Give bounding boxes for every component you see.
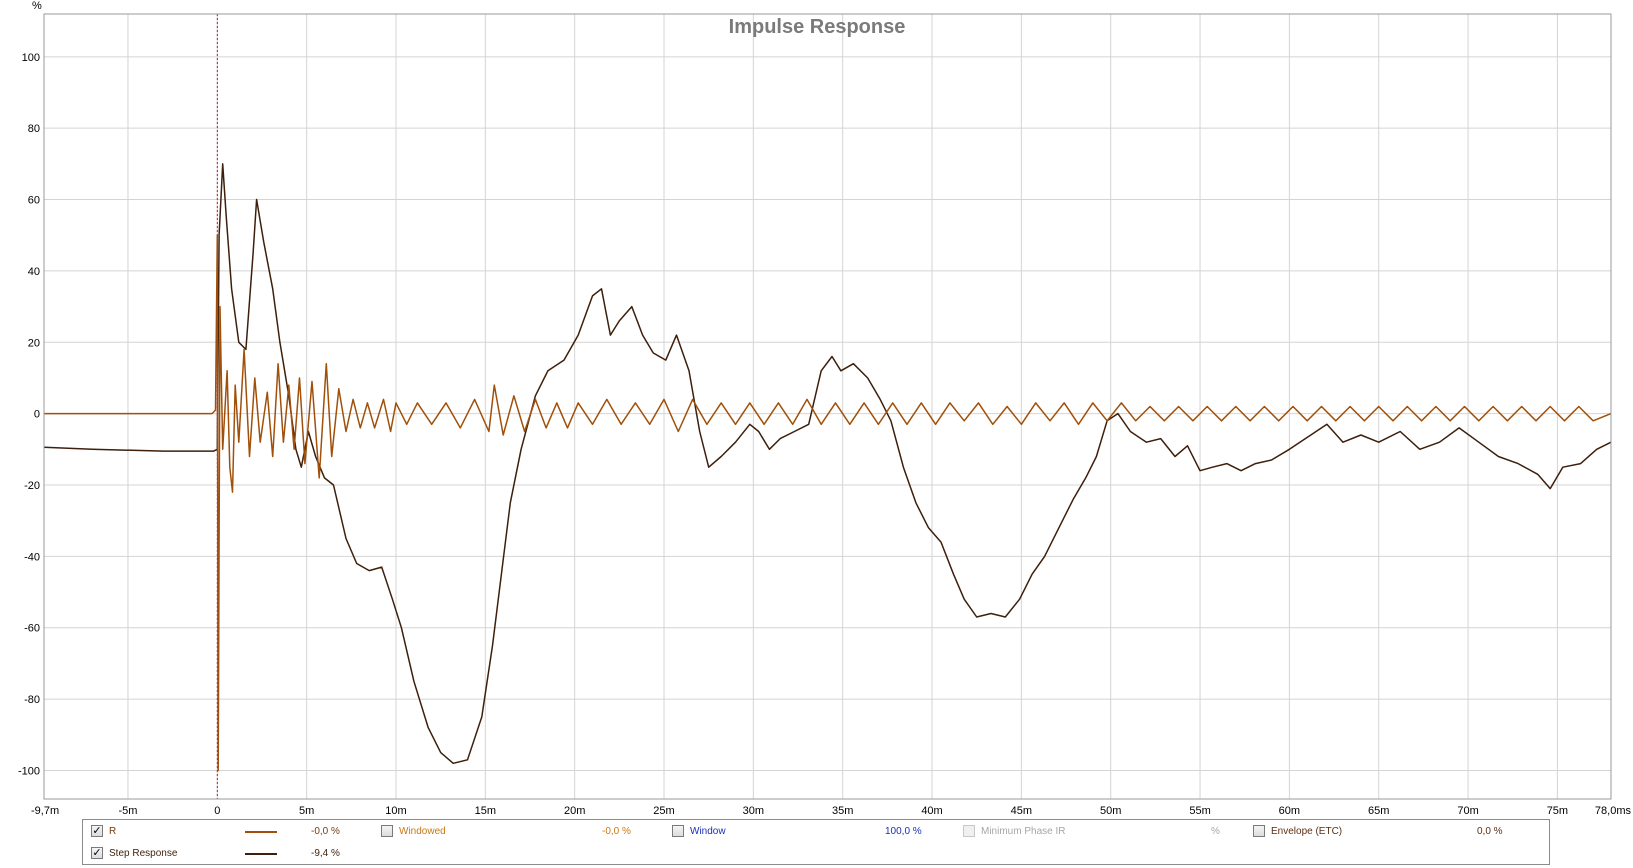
- windowed-value: -0,0 %: [602, 826, 631, 837]
- step-response-series-line: [43, 163, 1612, 765]
- min-phase-label: Minimum Phase IR: [981, 826, 1066, 837]
- y-tick-label: -60: [24, 623, 40, 635]
- envelope-value: 0,0 %: [1477, 826, 1503, 837]
- legend-panel: ✓ R -0,0 % Windowed -0,0 % Window 100,0 …: [82, 819, 1550, 865]
- step-response-value: -9,4 %: [311, 848, 340, 859]
- y-tick-label: 20: [28, 337, 40, 349]
- step-response-checkbox[interactable]: ✓: [91, 847, 103, 859]
- x-tick-labels: -9,7m -5m 0 5m 10m 15m 20m 25m 30m 35m 40m 45m 50m 55…: [31, 805, 1631, 817]
- x-tick-label: 75m: [1547, 805, 1568, 817]
- r-checkbox[interactable]: ✓: [91, 825, 103, 837]
- x-tick-label: 65m: [1368, 805, 1389, 817]
- step-response-swatch: [245, 853, 277, 855]
- window-value: 100,0 %: [885, 826, 922, 837]
- x-tick-label: 10m: [385, 805, 406, 817]
- window-label: Window: [690, 826, 726, 837]
- windowed-label: Windowed: [399, 826, 446, 837]
- y-tick-labels: 100 80 60 40 20 0 -20 -40 -60 -80 -100: [18, 52, 40, 778]
- window-checkbox[interactable]: [672, 825, 684, 837]
- x-tick-label: 0: [214, 805, 220, 817]
- y-tick-label: 60: [28, 195, 40, 207]
- x-tick-label: -5m: [119, 805, 138, 817]
- y-tick-label: -20: [24, 480, 40, 492]
- r-series-line: [44, 234, 1612, 772]
- x-tick-label: 60m: [1279, 805, 1300, 817]
- y-tick-label: 0: [34, 409, 40, 421]
- step-response-label: Step Response: [109, 848, 178, 859]
- x-tick-label: 40m: [921, 805, 942, 817]
- envelope-label: Envelope (ETC): [1271, 826, 1343, 837]
- x-tick-label: 20m: [564, 805, 585, 817]
- y-tick-label: 80: [28, 123, 40, 135]
- r-value: -0,0 %: [311, 826, 340, 837]
- x-tick-label: 50m: [1100, 805, 1121, 817]
- x-tick-label: 35m: [832, 805, 853, 817]
- x-tick-label: 25m: [653, 805, 674, 817]
- chart-title: Impulse Response: [729, 16, 906, 38]
- envelope-checkbox[interactable]: [1253, 825, 1265, 837]
- r-label: R: [109, 826, 117, 837]
- y-tick-label: -80: [24, 694, 40, 706]
- series-group: [43, 163, 1612, 772]
- x-tick-label: 45m: [1011, 805, 1032, 817]
- plot-border: [43, 13, 1612, 800]
- min-phase-value: %: [1211, 826, 1220, 837]
- windowed-checkbox[interactable]: [381, 825, 393, 837]
- x-tick-label: 15m: [475, 805, 496, 817]
- y-tick-label: 100: [22, 52, 40, 64]
- y-unit-label: %: [32, 0, 42, 12]
- x-tick-label: 5m: [299, 805, 314, 817]
- y-tick-label: -100: [18, 765, 40, 777]
- x-tick-label: 78,0ms: [1595, 805, 1632, 817]
- min-phase-checkbox[interactable]: [963, 825, 975, 837]
- y-tick-label: 40: [28, 266, 40, 278]
- x-tick-label: 30m: [743, 805, 764, 817]
- r-swatch: [245, 831, 277, 833]
- x-tick-label: -9,7m: [31, 805, 59, 817]
- plot-background: [44, 14, 1611, 799]
- x-tick-label: 55m: [1189, 805, 1210, 817]
- y-tick-label: -40: [24, 551, 40, 563]
- x-tick-label: 70m: [1457, 805, 1478, 817]
